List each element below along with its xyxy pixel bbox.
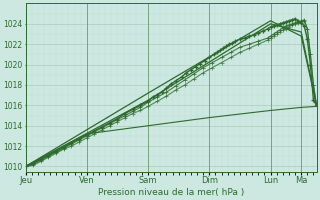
X-axis label: Pression niveau de la mer( hPa ): Pression niveau de la mer( hPa ) [98, 188, 244, 197]
